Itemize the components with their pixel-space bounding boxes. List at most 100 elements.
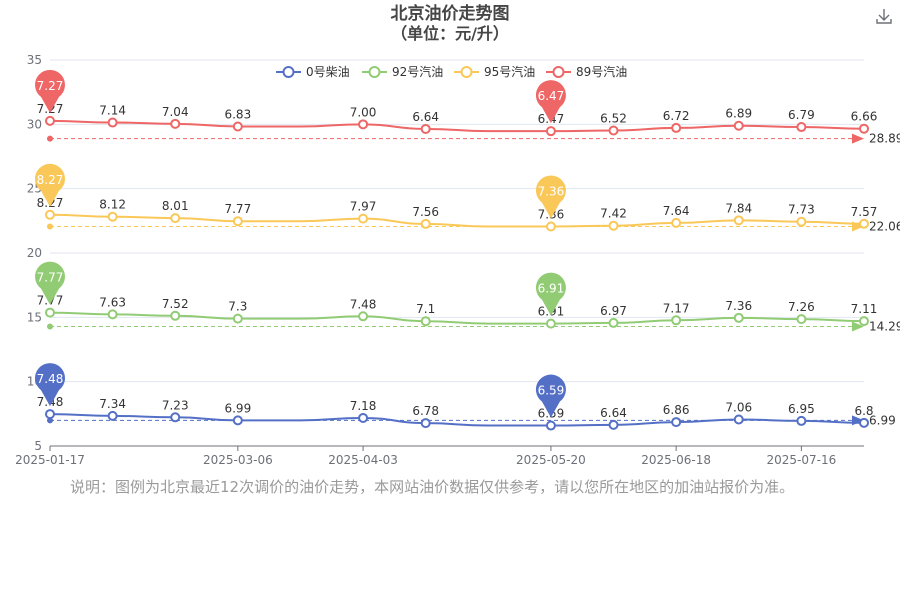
data-label: 7.97 bbox=[350, 200, 377, 214]
y-tick-label: 30 bbox=[27, 117, 42, 131]
legend-label: 92号汽油 bbox=[392, 64, 443, 79]
data-label: 6.72 bbox=[663, 109, 690, 123]
legend-label: 95号汽油 bbox=[484, 64, 535, 79]
data-label: 8.01 bbox=[162, 199, 189, 213]
x-tick-label: 2025-05-20 bbox=[516, 453, 586, 467]
data-point bbox=[733, 120, 744, 131]
data-label: 6.95 bbox=[788, 402, 815, 416]
legend-label: 0号柴油 bbox=[306, 65, 350, 79]
x-tick-label: 2025-06-18 bbox=[641, 453, 711, 467]
data-label: 6.64 bbox=[600, 406, 627, 420]
download-icon[interactable] bbox=[874, 6, 894, 26]
extreme-pin: 8.27 bbox=[35, 163, 65, 207]
average-label: 6.99 bbox=[869, 413, 896, 427]
extreme-pin: 6.59 bbox=[535, 374, 566, 418]
x-tick-label: 2025-01-17 bbox=[15, 453, 85, 467]
legend-item[interactable]: 95号汽油 bbox=[454, 64, 535, 79]
data-point bbox=[358, 412, 369, 423]
data-label: 7.14 bbox=[99, 104, 126, 118]
data-label: 7.48 bbox=[350, 297, 377, 311]
pin-shape bbox=[35, 363, 65, 407]
data-label: 6.78 bbox=[412, 404, 439, 418]
data-point bbox=[796, 216, 807, 227]
data-point bbox=[420, 123, 431, 134]
pin-label: 7.36 bbox=[538, 184, 565, 198]
pin-label: 6.59 bbox=[538, 384, 565, 398]
data-label: 6.86 bbox=[663, 403, 690, 417]
legend-item[interactable]: 0号柴油 bbox=[276, 65, 350, 79]
pin-label: 6.91 bbox=[538, 282, 565, 296]
extreme-pin: 7.36 bbox=[535, 175, 566, 219]
data-point bbox=[545, 221, 556, 232]
data-point bbox=[859, 218, 869, 229]
data-point bbox=[671, 315, 682, 326]
data-point bbox=[232, 415, 243, 426]
data-point bbox=[796, 314, 807, 325]
data-point bbox=[45, 307, 55, 318]
data-label: 7.23 bbox=[162, 398, 189, 412]
legend-item[interactable]: 89号汽油 bbox=[546, 64, 627, 79]
pin-label: 7.48 bbox=[37, 372, 64, 386]
average-start-dot bbox=[47, 135, 53, 142]
data-point bbox=[170, 213, 181, 224]
average-start-dot bbox=[47, 417, 53, 424]
data-label: 7.26 bbox=[788, 300, 815, 314]
data-label: 7.18 bbox=[350, 399, 377, 413]
extreme-pin: 7.48 bbox=[35, 363, 65, 407]
data-label: 6.99 bbox=[224, 401, 251, 415]
data-point bbox=[170, 310, 181, 321]
x-tick-label: 2025-07-16 bbox=[767, 453, 837, 467]
average-start-dot bbox=[47, 323, 53, 330]
extreme-pin: 7.27 bbox=[35, 69, 65, 113]
data-label: 7.17 bbox=[663, 301, 690, 315]
average-arrow bbox=[852, 321, 864, 332]
legend-marker bbox=[282, 66, 295, 78]
legend-item[interactable]: 92号汽油 bbox=[362, 64, 443, 79]
data-point bbox=[358, 213, 369, 224]
average-label: 22.06 bbox=[869, 219, 900, 233]
x-tick-label: 2025-04-03 bbox=[328, 453, 398, 467]
data-point bbox=[796, 415, 807, 426]
data-point bbox=[608, 317, 619, 328]
data-label: 6.66 bbox=[851, 110, 878, 124]
data-label: 7.63 bbox=[99, 295, 126, 309]
chart-title: 北京油价走势图 bbox=[390, 4, 510, 24]
data-label: 6.52 bbox=[600, 112, 627, 126]
data-label: 6.8 bbox=[854, 404, 873, 418]
pin-shape bbox=[35, 69, 65, 113]
data-label: 7.57 bbox=[851, 205, 878, 219]
legend-marker bbox=[368, 66, 381, 78]
data-label: 7.00 bbox=[350, 105, 377, 119]
extreme-pin: 7.77 bbox=[35, 261, 65, 305]
pin-shape bbox=[35, 163, 65, 207]
pin-shape bbox=[535, 175, 566, 219]
data-label: 7.64 bbox=[663, 204, 690, 218]
pin-label: 7.77 bbox=[37, 271, 64, 285]
data-label: 8.12 bbox=[99, 198, 126, 212]
y-tick-label: 5 bbox=[34, 439, 42, 453]
data-point bbox=[45, 115, 55, 126]
pin-shape bbox=[35, 261, 65, 305]
y-tick-label: 35 bbox=[27, 53, 42, 67]
legend-marker bbox=[552, 66, 565, 78]
pin-shape bbox=[535, 272, 566, 316]
pin-label: 7.27 bbox=[37, 79, 64, 93]
data-label: 7.36 bbox=[725, 299, 752, 313]
data-point bbox=[232, 121, 243, 132]
data-point bbox=[170, 118, 181, 129]
data-point bbox=[545, 126, 556, 137]
y-tick-label: 20 bbox=[27, 246, 42, 260]
pin-shape bbox=[535, 80, 566, 124]
data-label: 6.97 bbox=[600, 304, 627, 318]
data-label: 7.3 bbox=[228, 300, 247, 314]
data-point bbox=[733, 215, 744, 226]
data-point bbox=[671, 217, 682, 228]
data-point bbox=[859, 417, 869, 428]
data-point bbox=[671, 122, 682, 133]
data-point bbox=[608, 125, 619, 136]
average-arrow bbox=[852, 133, 864, 144]
data-point bbox=[859, 316, 869, 327]
data-label: 7.73 bbox=[788, 203, 815, 217]
data-label: 6.83 bbox=[224, 108, 251, 122]
